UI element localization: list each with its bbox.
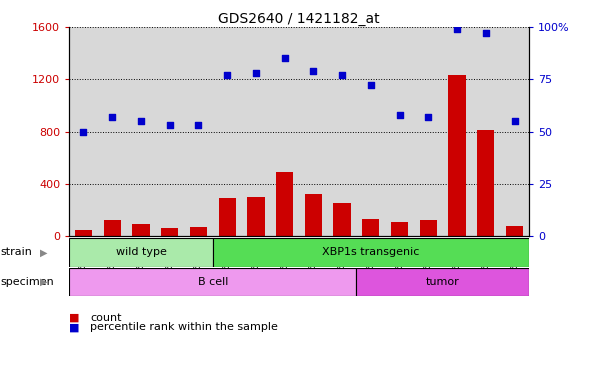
Point bbox=[280, 55, 290, 61]
Bar bbox=[161, 228, 178, 236]
Text: ■: ■ bbox=[69, 322, 79, 332]
Bar bbox=[69, 238, 213, 267]
Point bbox=[251, 70, 261, 76]
Bar bbox=[506, 226, 523, 236]
Point bbox=[136, 118, 146, 124]
Text: ▶: ▶ bbox=[40, 247, 47, 258]
Point bbox=[165, 122, 174, 128]
Bar bbox=[477, 130, 495, 236]
Bar bbox=[132, 224, 150, 236]
Bar bbox=[334, 204, 351, 236]
Bar bbox=[213, 238, 529, 267]
Bar bbox=[69, 268, 356, 296]
Point bbox=[194, 122, 203, 128]
Text: tumor: tumor bbox=[426, 277, 460, 287]
Text: percentile rank within the sample: percentile rank within the sample bbox=[90, 322, 278, 332]
Text: XBP1s transgenic: XBP1s transgenic bbox=[322, 247, 419, 258]
Text: ■: ■ bbox=[69, 313, 79, 323]
Bar bbox=[419, 220, 437, 236]
Text: ▶: ▶ bbox=[40, 277, 47, 287]
Point bbox=[308, 68, 318, 74]
Point bbox=[79, 128, 88, 135]
Bar bbox=[305, 194, 322, 236]
Text: specimen: specimen bbox=[1, 277, 54, 287]
Text: B cell: B cell bbox=[198, 277, 228, 287]
Text: strain: strain bbox=[1, 247, 32, 258]
Bar bbox=[75, 230, 92, 236]
Bar bbox=[219, 198, 236, 236]
Bar bbox=[103, 220, 121, 236]
Bar bbox=[391, 222, 408, 236]
Point bbox=[452, 26, 462, 32]
Bar bbox=[247, 197, 264, 236]
Point bbox=[337, 72, 347, 78]
Point bbox=[222, 72, 232, 78]
Point bbox=[424, 114, 433, 120]
Text: GDS2640 / 1421182_at: GDS2640 / 1421182_at bbox=[218, 12, 380, 25]
Bar bbox=[356, 268, 529, 296]
Point bbox=[366, 83, 376, 89]
Bar bbox=[190, 227, 207, 236]
Point bbox=[108, 114, 117, 120]
Point bbox=[510, 118, 519, 124]
Point bbox=[395, 112, 404, 118]
Text: wild type: wild type bbox=[115, 247, 166, 258]
Bar bbox=[362, 219, 379, 236]
Point bbox=[481, 30, 490, 36]
Text: count: count bbox=[90, 313, 121, 323]
Bar bbox=[448, 75, 466, 236]
Bar bbox=[276, 172, 293, 236]
